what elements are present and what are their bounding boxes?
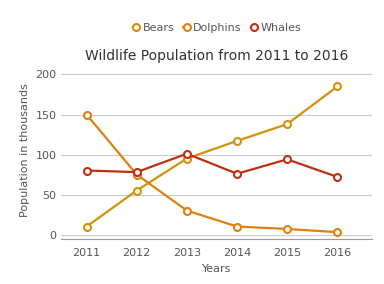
Line: Bears: Bears bbox=[83, 83, 341, 230]
Bears bbox=[285, 122, 290, 126]
Dolphins bbox=[134, 173, 139, 176]
Whales bbox=[235, 172, 239, 176]
Bears bbox=[185, 157, 189, 160]
Dolphins bbox=[285, 227, 290, 231]
Whales bbox=[185, 152, 189, 155]
Line: Dolphins: Dolphins bbox=[83, 111, 341, 236]
Dolphins bbox=[335, 230, 340, 234]
X-axis label: Years: Years bbox=[202, 264, 232, 274]
Y-axis label: Population in thousands: Population in thousands bbox=[20, 83, 30, 218]
Line: Whales: Whales bbox=[83, 150, 341, 180]
Whales bbox=[84, 169, 89, 172]
Whales bbox=[335, 175, 340, 179]
Title: Wildlife Population from 2011 to 2016: Wildlife Population from 2011 to 2016 bbox=[85, 49, 349, 63]
Dolphins bbox=[84, 113, 89, 116]
Whales bbox=[285, 158, 290, 161]
Dolphins bbox=[235, 225, 239, 228]
Bears bbox=[134, 189, 139, 192]
Whales bbox=[134, 170, 139, 174]
Legend: Bears, Dolphins, Whales: Bears, Dolphins, Whales bbox=[128, 19, 306, 37]
Bears bbox=[335, 85, 340, 88]
Bears bbox=[84, 225, 89, 228]
Dolphins bbox=[185, 209, 189, 212]
Bears bbox=[235, 139, 239, 143]
